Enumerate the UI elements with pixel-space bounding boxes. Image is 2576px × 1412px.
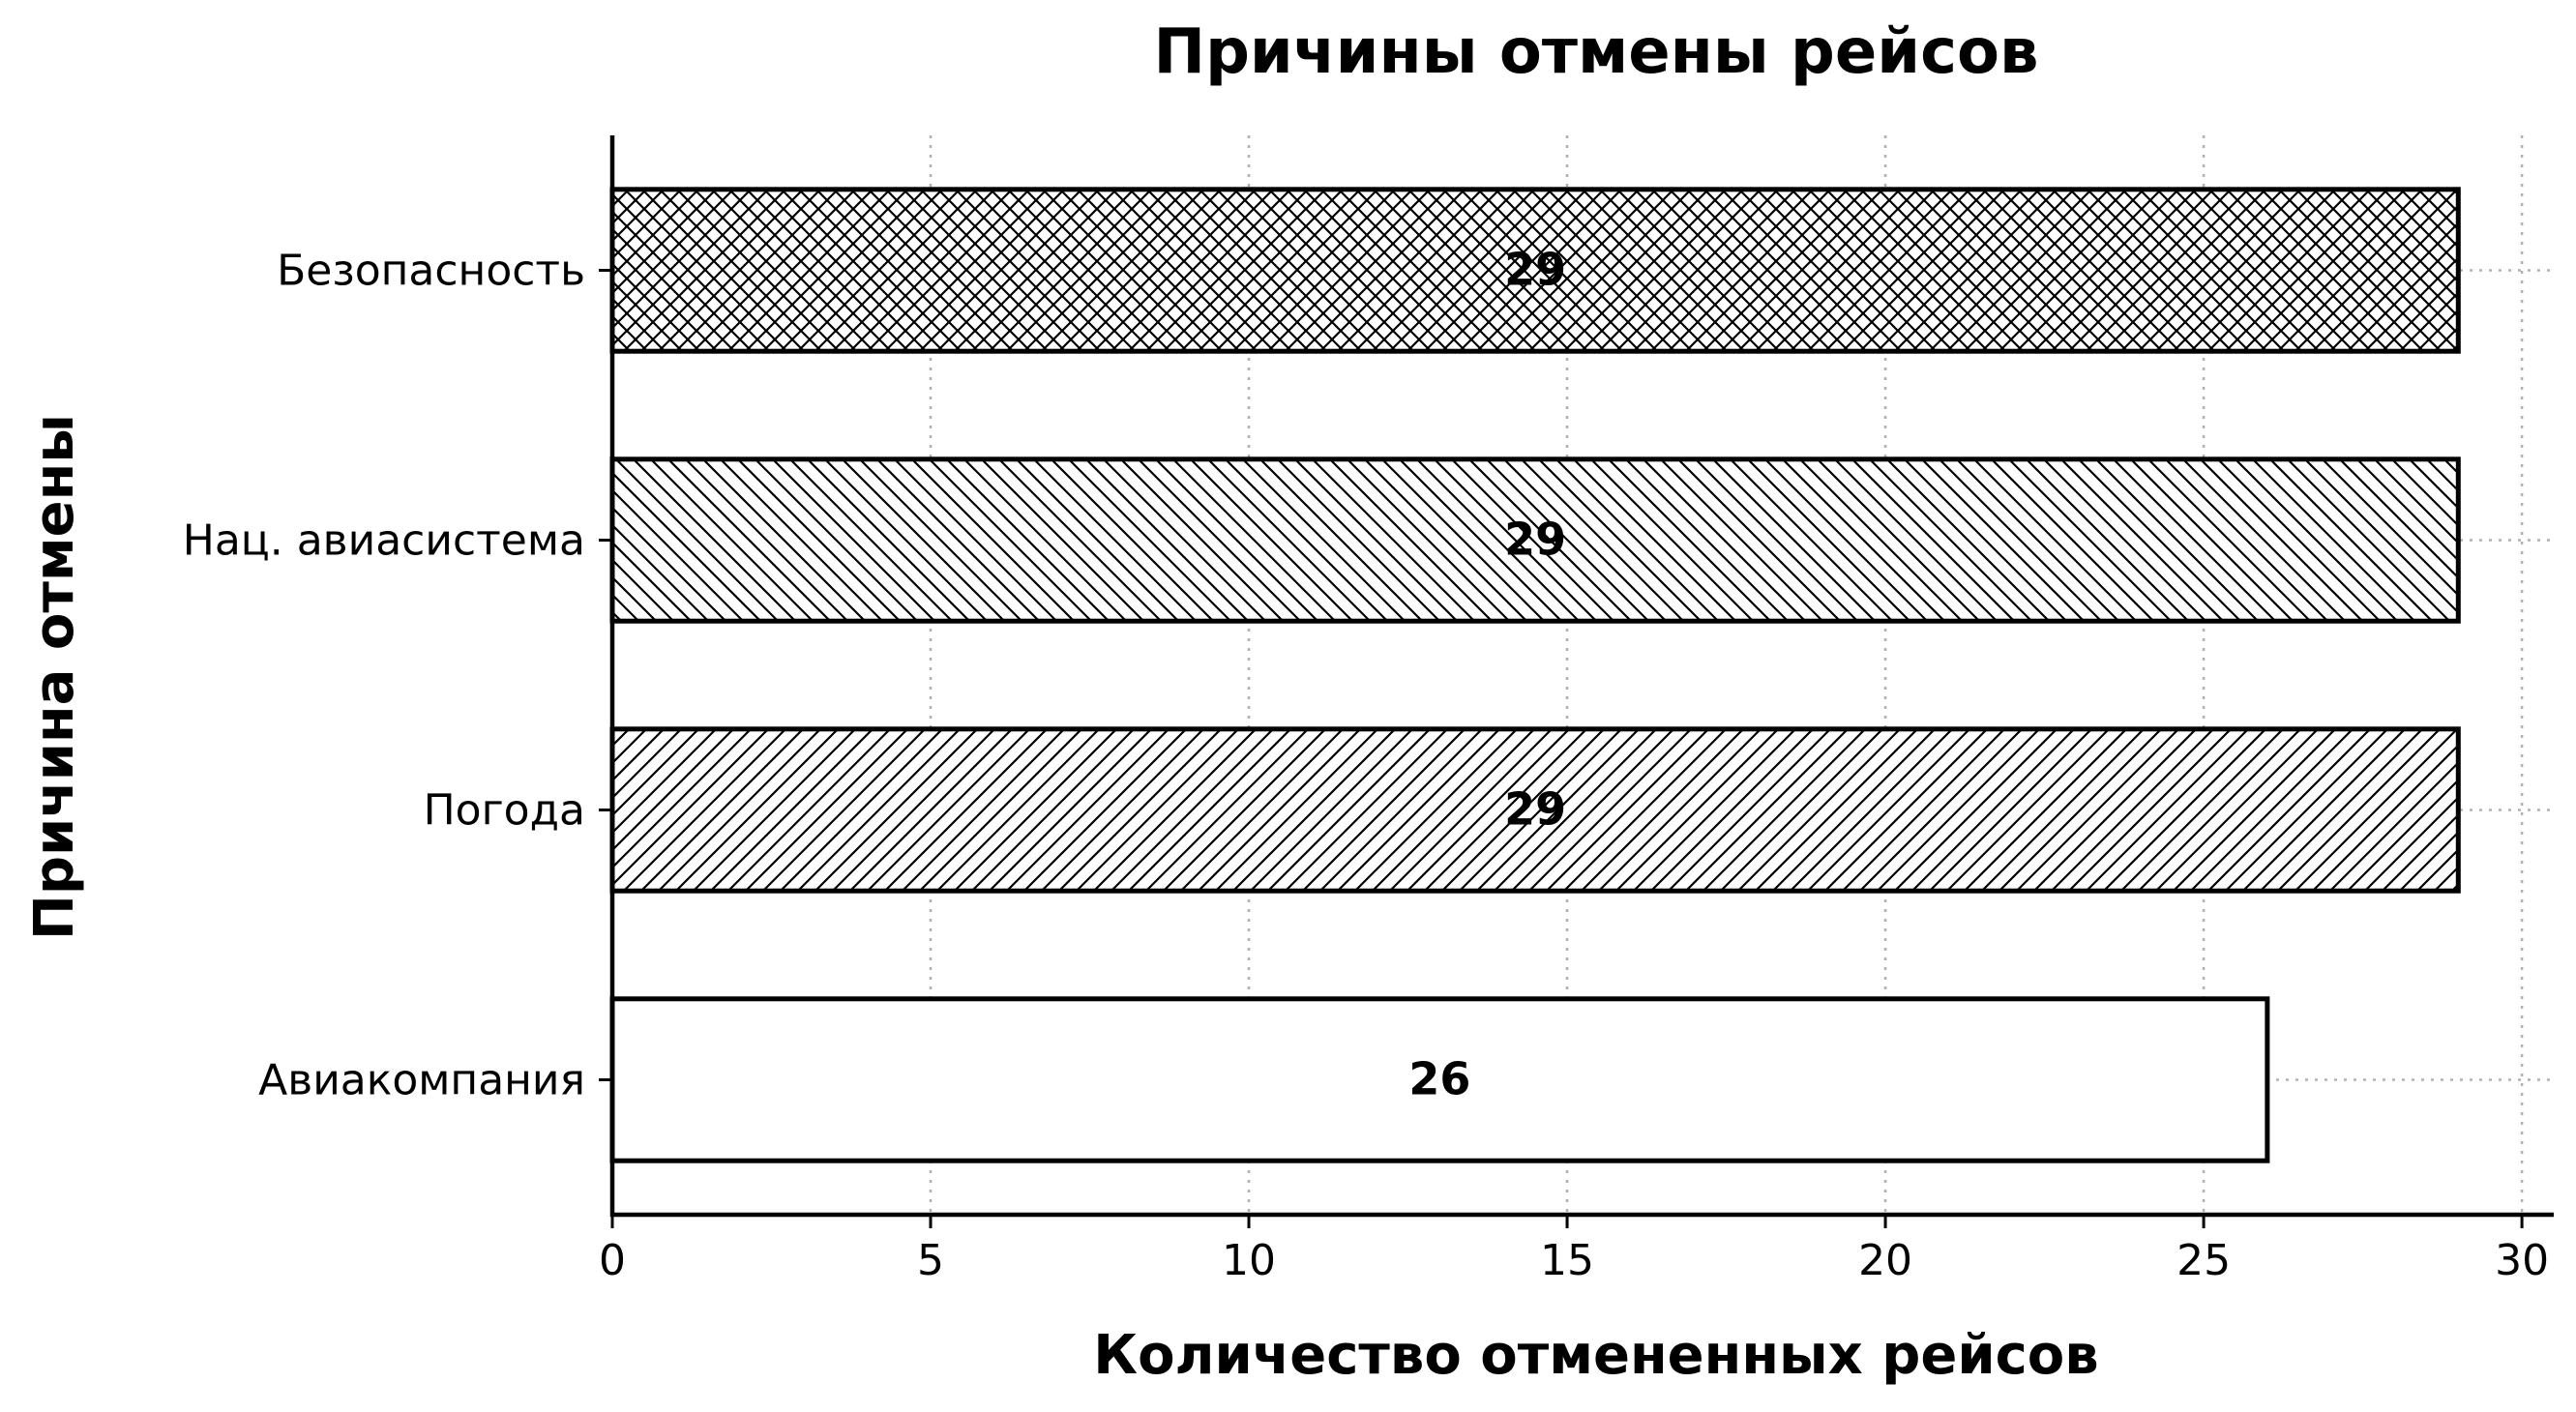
bar-value-label: 29 <box>1504 244 1566 296</box>
x-tick-label: 20 <box>1858 1236 1912 1285</box>
x-axis-label: Количество отмененных рейсов <box>1093 1324 2098 1387</box>
x-tick-label: 10 <box>1222 1236 1276 1285</box>
chart-title: Причины отмены рейсов <box>1154 16 2039 88</box>
x-tick-label: 15 <box>1540 1236 1594 1285</box>
bar <box>609 187 2461 354</box>
data-labels: 26 29 29 29 <box>1408 244 1566 1105</box>
bar-value-label: 29 <box>1504 783 1566 836</box>
bar <box>609 726 2461 894</box>
y-tick-label: Нац. авиасистема <box>183 516 585 566</box>
y-axis-label: Причина отмены <box>23 414 86 940</box>
x-tick-label: 0 <box>599 1236 626 1285</box>
y-tick-label: Погода <box>424 786 585 836</box>
y-tick-label: Безопасность <box>277 247 585 296</box>
y-tick-label: Авиакомпания <box>258 1056 585 1105</box>
x-tick-label: 30 <box>2495 1236 2549 1285</box>
x-tick-label: 5 <box>917 1236 944 1285</box>
axes: 0 5 10 15 20 25 30 Авиакомпания Погода Нац. авиас… <box>183 135 2554 1285</box>
x-tick-label: 25 <box>2176 1236 2231 1285</box>
bar <box>609 456 2461 624</box>
bar-value-label: 29 <box>1504 514 1566 566</box>
bar <box>609 996 2270 1163</box>
bars <box>609 187 2461 1163</box>
bar-value-label: 26 <box>1408 1053 1470 1105</box>
